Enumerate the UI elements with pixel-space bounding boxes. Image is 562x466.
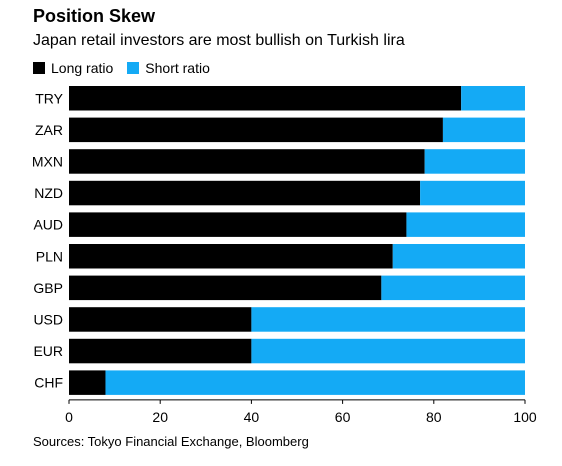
category-label-usd: USD — [33, 311, 63, 327]
category-label-try: TRY — [35, 90, 63, 106]
legend-item-short: Short ratio — [127, 60, 210, 76]
x-tick-label-100: 100 — [513, 409, 537, 425]
chart-title: Position Skew — [33, 6, 156, 26]
legend-swatch-short — [127, 62, 140, 74]
bar-short-usd — [251, 307, 525, 332]
x-tick-label-20: 20 — [152, 409, 168, 425]
bar-long-zar — [69, 117, 443, 143]
category-label-nzd: NZD — [34, 185, 63, 201]
bar-long-aud — [69, 212, 407, 237]
x-tick-label-40: 40 — [244, 409, 260, 425]
bar-short-nzd — [420, 180, 525, 206]
chart-subtitle: Japan retail investors are most bullish … — [33, 32, 405, 49]
bar-short-mxn — [424, 149, 525, 174]
category-label-chf: CHF — [34, 375, 63, 391]
bar-short-eur — [251, 338, 525, 364]
legend-item-long: Long ratio — [33, 60, 113, 76]
bar-long-nzd — [69, 180, 421, 206]
category-label-pln: PLN — [36, 248, 63, 264]
legend-label-long: Long ratio — [51, 60, 114, 76]
bar-long-usd — [69, 307, 252, 332]
category-label-zar: ZAR — [35, 122, 63, 138]
x-tick-label-60: 60 — [335, 409, 351, 425]
category-label-gbp: GBP — [33, 280, 63, 296]
bar-long-try — [69, 86, 462, 111]
category-label-aud: AUD — [33, 217, 63, 233]
source-note: Sources: Tokyo Financial Exchange, Bloom… — [33, 434, 309, 449]
bar-short-pln — [392, 244, 525, 269]
legend-label-short: Short ratio — [145, 60, 210, 76]
bar-long-chf — [69, 370, 106, 395]
bar-short-try — [461, 86, 525, 111]
bar-short-gbp — [381, 275, 525, 301]
bar-short-zar — [442, 117, 525, 143]
bar-long-gbp — [69, 275, 382, 301]
x-tick-label-80: 80 — [426, 409, 442, 425]
bar-long-eur — [69, 338, 252, 364]
category-label-eur: EUR — [33, 343, 63, 359]
bar-short-chf — [105, 370, 525, 395]
legend: Long ratio Short ratio — [33, 60, 224, 76]
bar-short-aud — [406, 212, 525, 237]
bar-long-mxn — [69, 149, 425, 174]
x-tick-label-0: 0 — [65, 409, 73, 425]
bar-long-pln — [69, 244, 393, 269]
category-label-mxn: MXN — [32, 153, 63, 169]
legend-swatch-long — [33, 62, 45, 74]
